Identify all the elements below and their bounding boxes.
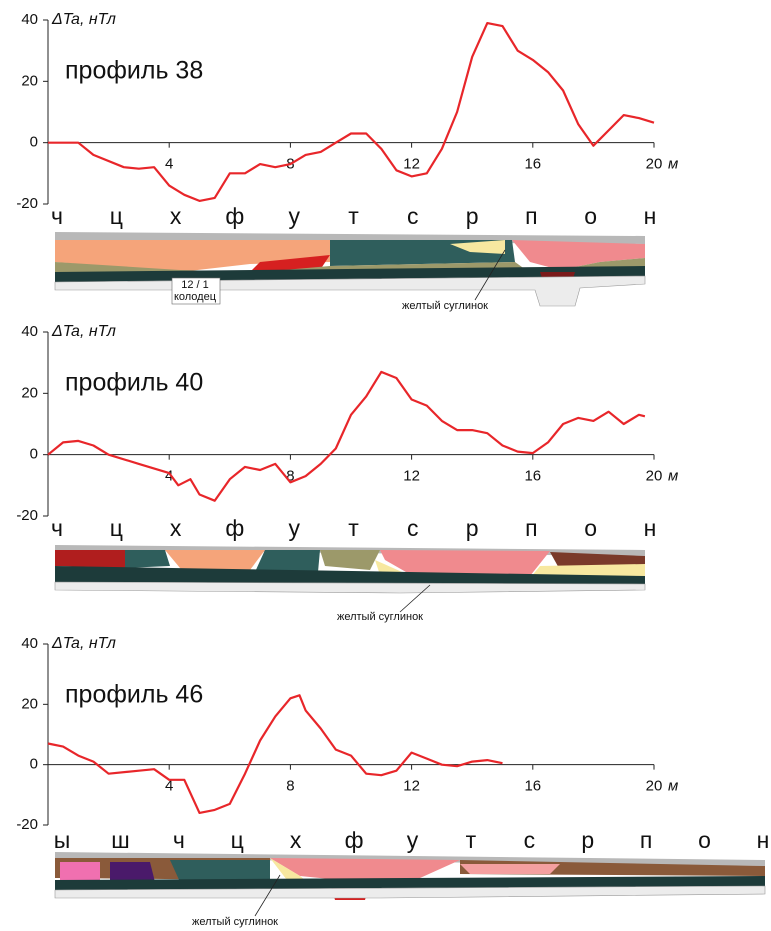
chart-title: профиль 38: [65, 57, 203, 85]
y-tick-label: 40: [21, 11, 38, 28]
section-label: х: [290, 827, 302, 853]
leader-line: [254, 874, 281, 917]
section-label: т: [466, 827, 477, 853]
x-tick-label: 4: [165, 778, 173, 795]
x-tick-label: 4: [165, 156, 173, 173]
x-unit: м: [668, 156, 678, 173]
annotation: колодец: [174, 291, 217, 303]
y-tick-label: 0: [30, 134, 38, 151]
annotation: желтый суглинок: [192, 916, 278, 928]
section-label: ы: [54, 827, 71, 853]
x-tick-label: 20: [646, 778, 663, 795]
section-label: с: [407, 515, 419, 541]
y-tick-label: -20: [16, 195, 38, 212]
y-tick-label: 20: [21, 72, 38, 89]
section-label: о: [584, 203, 597, 229]
section-label: ч: [51, 203, 63, 229]
section-label: у: [288, 515, 300, 541]
section-label: р: [466, 203, 479, 229]
leader-line: [474, 249, 506, 301]
x-tick-label: 8: [286, 778, 294, 795]
annotation: желтый суглинок: [337, 611, 423, 623]
y-tick-label: 0: [30, 446, 38, 463]
section-label: х: [170, 203, 182, 229]
data-line: [48, 22, 655, 202]
x-tick-label: 8: [286, 468, 294, 485]
section-label: т: [348, 515, 359, 541]
section-label: у: [407, 827, 419, 853]
x-tick-label: 12: [403, 156, 420, 173]
section-label: п: [525, 515, 537, 541]
section-label: о: [584, 515, 597, 541]
data-line: [47, 370, 646, 502]
y-tick-label: 20: [21, 384, 38, 401]
section-drawing: [54, 232, 646, 307]
y-tick-label: -20: [16, 816, 38, 833]
y-tick-label: 0: [30, 756, 38, 773]
y-axis-label: ΔTa, нТл: [51, 635, 116, 652]
section-label: ц: [110, 203, 123, 229]
section-label: н: [644, 203, 657, 229]
y-tick-label: 40: [21, 323, 38, 340]
y-axis-label: ΔTa, нТл: [51, 11, 116, 28]
section-label: т: [348, 203, 359, 229]
section-label: ц: [110, 515, 123, 541]
section-label: р: [466, 515, 479, 541]
section-label: х: [170, 515, 182, 541]
section-label: ф: [225, 515, 244, 541]
section-label: с: [524, 827, 536, 853]
x-tick-label: 16: [524, 156, 541, 173]
annotation: желтый суглинок: [402, 300, 488, 312]
section-label: н: [757, 827, 770, 853]
chart-title: профиль 46: [65, 681, 203, 709]
y-axis-label: ΔTa, нТл: [51, 323, 116, 340]
x-tick-label: 20: [646, 468, 663, 485]
x-tick-label: 16: [524, 778, 541, 795]
section-drawing: [54, 852, 766, 900]
section-label: ц: [231, 827, 244, 853]
y-tick-label: -20: [16, 507, 38, 524]
leader-line: [399, 584, 431, 613]
section-label: ч: [51, 515, 63, 541]
x-tick-label: 12: [403, 778, 420, 795]
y-tick-label: 20: [21, 695, 38, 712]
x-tick-label: 4: [165, 468, 173, 485]
x-tick-label: 12: [403, 468, 420, 485]
section-label: п: [525, 203, 537, 229]
section-drawing: [54, 545, 646, 594]
chart-title: профиль 40: [65, 369, 203, 397]
x-tick-label: 16: [524, 468, 541, 485]
annotation: 12 / 1: [181, 279, 209, 291]
section-label: ф: [345, 827, 364, 853]
x-unit: м: [668, 778, 678, 795]
data-line: [47, 694, 503, 814]
section-label: н: [644, 515, 657, 541]
section-label: о: [698, 827, 711, 853]
section-label: р: [581, 827, 594, 853]
section-label: п: [640, 827, 652, 853]
section-label: с: [407, 203, 419, 229]
x-unit: м: [668, 468, 678, 485]
section-label: у: [288, 203, 300, 229]
section-label: ф: [225, 203, 244, 229]
section-label: ш: [111, 827, 129, 853]
x-tick-label: 20: [646, 156, 663, 173]
section-label: ч: [173, 827, 185, 853]
y-tick-label: 40: [21, 635, 38, 652]
